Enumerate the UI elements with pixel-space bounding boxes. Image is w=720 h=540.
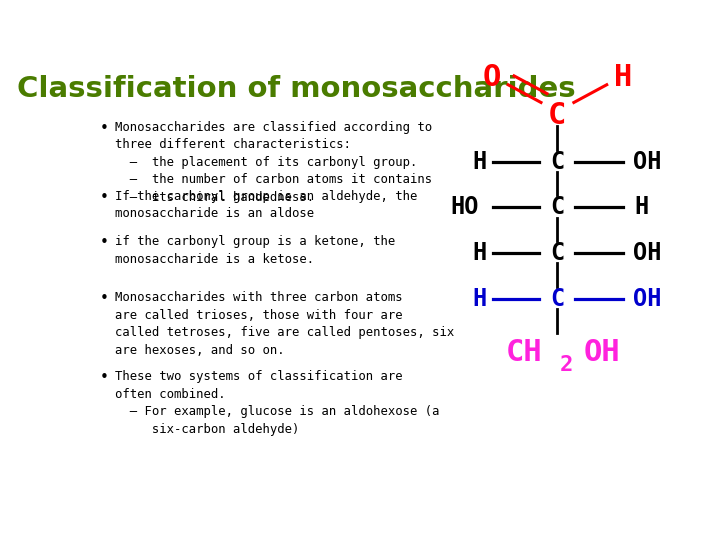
Text: H: H	[472, 241, 487, 265]
Text: H: H	[614, 63, 632, 92]
Text: •: •	[100, 292, 109, 306]
Text: H: H	[634, 195, 648, 219]
Text: Monosaccharides are classified according to
three different characteristics:
  –: Monosaccharides are classified according…	[115, 121, 432, 204]
Text: These two systems of classification are
often combined.
  – For example, glucose: These two systems of classification are …	[115, 370, 440, 436]
Text: Monosaccharides with three carbon atoms
are called trioses, those with four are
: Monosaccharides with three carbon atoms …	[115, 292, 454, 357]
Text: C: C	[550, 241, 564, 265]
Text: If the carbonyl group is an aldehyde, the
monosaccharide is an aldose: If the carbonyl group is an aldehyde, th…	[115, 190, 418, 220]
Text: Classification of monosaccharides: Classification of monosaccharides	[17, 75, 576, 103]
Text: •: •	[100, 370, 109, 386]
Text: C: C	[550, 195, 564, 219]
Text: 2: 2	[559, 355, 573, 375]
Text: OH: OH	[633, 241, 661, 265]
Text: OH: OH	[633, 150, 661, 173]
Text: HO: HO	[451, 195, 479, 219]
Text: OH: OH	[584, 338, 621, 367]
Text: OH: OH	[633, 287, 661, 311]
Text: CH: CH	[506, 338, 543, 367]
Text: O: O	[482, 63, 501, 92]
Text: C: C	[550, 287, 564, 311]
Text: •: •	[100, 121, 109, 136]
Text: H: H	[472, 150, 487, 173]
Text: C: C	[548, 102, 567, 130]
Text: H: H	[472, 287, 487, 311]
Text: •: •	[100, 190, 109, 205]
Text: •: •	[100, 235, 109, 250]
Text: if the carbonyl group is a ketone, the
monosaccharide is a ketose.: if the carbonyl group is a ketone, the m…	[115, 235, 395, 266]
Text: C: C	[550, 150, 564, 173]
